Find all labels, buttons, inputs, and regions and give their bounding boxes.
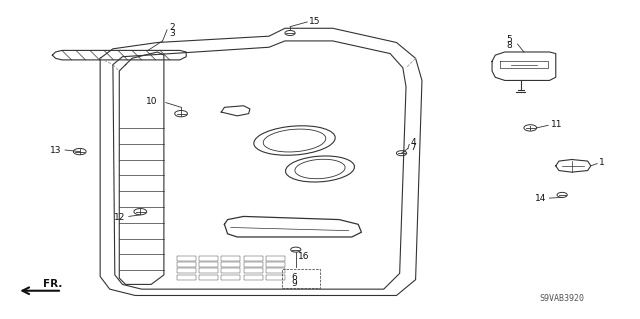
Bar xyxy=(244,256,262,261)
Text: S9VAB3920: S9VAB3920 xyxy=(540,294,584,303)
Text: 2: 2 xyxy=(170,23,175,32)
Bar xyxy=(177,262,196,267)
Text: 12: 12 xyxy=(115,212,125,222)
Bar xyxy=(199,256,218,261)
Text: 6: 6 xyxy=(291,273,297,282)
Text: 13: 13 xyxy=(51,145,62,154)
Bar xyxy=(221,275,241,280)
Text: 5: 5 xyxy=(506,35,512,44)
Text: 8: 8 xyxy=(506,41,512,50)
Bar xyxy=(244,275,262,280)
Bar xyxy=(266,256,285,261)
Bar xyxy=(266,262,285,267)
Bar xyxy=(266,275,285,280)
Circle shape xyxy=(396,151,406,156)
Text: 11: 11 xyxy=(550,120,562,129)
Bar xyxy=(221,256,241,261)
Bar xyxy=(221,262,241,267)
Text: 1: 1 xyxy=(599,158,605,167)
Text: 3: 3 xyxy=(170,28,175,38)
Bar xyxy=(244,262,262,267)
Bar xyxy=(177,275,196,280)
Bar xyxy=(177,268,196,273)
Circle shape xyxy=(285,31,295,35)
Text: 10: 10 xyxy=(146,97,157,107)
Bar xyxy=(266,268,285,273)
Bar xyxy=(199,275,218,280)
Text: 9: 9 xyxy=(291,279,297,288)
Bar xyxy=(282,269,320,287)
Text: 14: 14 xyxy=(535,194,546,203)
Bar xyxy=(177,256,196,261)
Circle shape xyxy=(291,247,301,252)
Text: 16: 16 xyxy=(298,252,309,261)
Circle shape xyxy=(557,192,567,197)
Text: 15: 15 xyxy=(308,17,320,26)
Bar xyxy=(199,268,218,273)
Bar xyxy=(221,268,241,273)
Text: 7: 7 xyxy=(410,143,416,152)
Text: FR.: FR. xyxy=(43,278,62,288)
Bar xyxy=(244,268,262,273)
Text: 4: 4 xyxy=(410,137,416,147)
Bar xyxy=(199,262,218,267)
